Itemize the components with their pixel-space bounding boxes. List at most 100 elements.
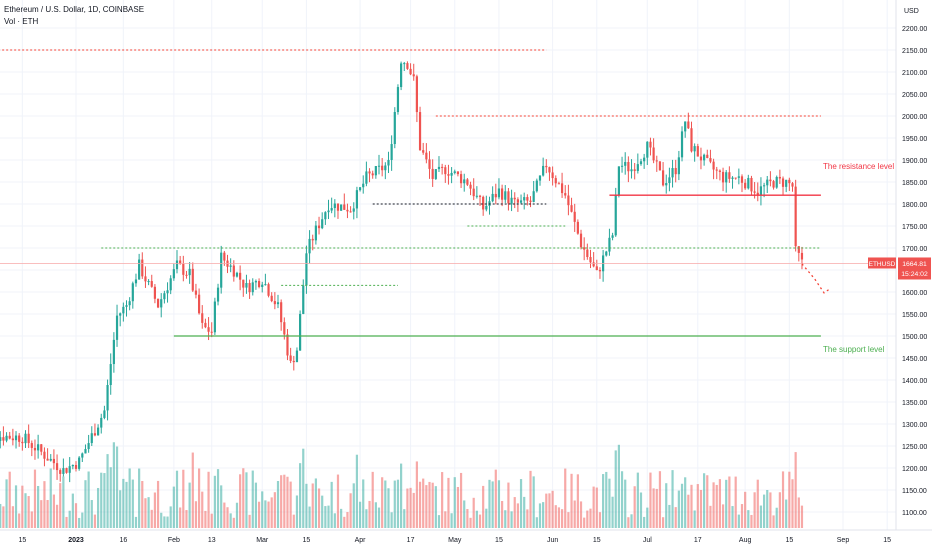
volume-bar <box>412 492 415 528</box>
volume-bar <box>210 513 213 528</box>
price-tick-label: 2150.00 <box>902 48 927 55</box>
candle-body <box>299 313 302 351</box>
time-tick-label: Feb <box>168 537 180 544</box>
candle-body <box>788 179 791 184</box>
candle-body <box>463 179 466 184</box>
volume-bar <box>501 500 504 528</box>
candle-body <box>267 284 270 296</box>
volume-bar <box>441 472 444 528</box>
volume-bar <box>595 487 598 528</box>
candle-body <box>516 199 519 203</box>
volume-bar <box>55 504 59 528</box>
price-tick-label: 2050.00 <box>902 92 927 99</box>
candle-body <box>441 166 444 168</box>
candle-body <box>40 444 43 452</box>
volume-bar <box>62 476 65 528</box>
volume-bar <box>371 471 374 528</box>
volume-bar <box>425 485 428 528</box>
volume-bar <box>257 501 261 528</box>
volume-bar <box>393 480 396 528</box>
candle-body <box>633 169 636 171</box>
volume-bar <box>731 506 734 528</box>
price-tick-label: 1250.00 <box>902 444 927 451</box>
volume-bar <box>586 510 589 528</box>
candle-body <box>336 203 340 211</box>
volume-bar <box>119 490 122 528</box>
volume-bar <box>138 468 141 528</box>
volume-bar <box>557 507 561 528</box>
volume-bar <box>564 468 567 528</box>
volume-bar <box>112 442 115 528</box>
candle-body <box>239 272 242 280</box>
time-tick-label: 15 <box>785 537 793 544</box>
volume-bar <box>453 477 456 528</box>
volume-bar <box>232 517 235 528</box>
volume-bar <box>753 492 756 528</box>
volume-bar <box>545 493 548 528</box>
candle-body <box>753 191 756 193</box>
candle-body <box>194 290 198 295</box>
volume-bar <box>352 483 355 528</box>
candle-body <box>450 172 453 176</box>
volume-bar <box>131 479 134 528</box>
candle-body <box>624 161 627 166</box>
candle-body <box>122 306 125 314</box>
candle-body <box>636 164 639 171</box>
volume-bar <box>665 483 668 528</box>
volume-bar <box>778 492 781 528</box>
candle-body <box>545 165 548 168</box>
candle-body <box>538 175 542 181</box>
volume-bar <box>343 516 346 528</box>
volume-bar <box>620 471 624 528</box>
candle-body <box>191 268 194 291</box>
volume-bar <box>696 484 699 528</box>
candle-body <box>295 350 299 363</box>
volume-bar <box>276 481 280 528</box>
volume-bar <box>478 514 482 528</box>
candle-body <box>175 260 179 270</box>
volume-bar <box>43 481 46 528</box>
candle-body <box>699 156 703 161</box>
candle-body <box>333 203 336 209</box>
volume-bar <box>532 476 535 528</box>
volume-bar <box>750 514 753 528</box>
volume-bar <box>207 471 210 528</box>
price-tick-label: 1300.00 <box>902 422 927 429</box>
volume-bar <box>103 473 106 528</box>
candle-body <box>418 112 422 151</box>
volume-bar <box>150 509 153 528</box>
candle-body <box>254 281 258 283</box>
volume-bar <box>160 512 163 528</box>
candle-body <box>156 298 160 308</box>
volume-bar <box>709 505 712 528</box>
volume-bar <box>245 472 248 528</box>
volume-bar <box>523 496 526 528</box>
volume-bar <box>576 474 579 528</box>
candle-body <box>100 417 103 428</box>
candle-body <box>409 68 412 75</box>
candle-body <box>213 301 216 333</box>
volume-bar <box>213 475 216 528</box>
candle-body <box>396 87 400 113</box>
volume-bar <box>652 488 655 528</box>
candle-body <box>374 166 377 176</box>
candle-body <box>204 322 207 328</box>
candle-body <box>33 447 37 451</box>
candle-body <box>245 283 248 288</box>
volume-bar <box>624 479 627 528</box>
volume-bar <box>333 513 336 528</box>
candle-body <box>570 205 573 212</box>
candle-body <box>519 200 523 203</box>
volume-bar <box>510 511 513 528</box>
volume-bar <box>516 503 519 528</box>
volume-bar <box>519 479 523 528</box>
candle-body <box>286 334 289 356</box>
candle-body <box>153 286 157 299</box>
price-tick-label: 1950.00 <box>902 136 927 143</box>
candle-body <box>674 168 677 175</box>
volume-bar <box>459 472 463 528</box>
candle-body <box>564 193 567 196</box>
volume-bar <box>482 485 485 528</box>
